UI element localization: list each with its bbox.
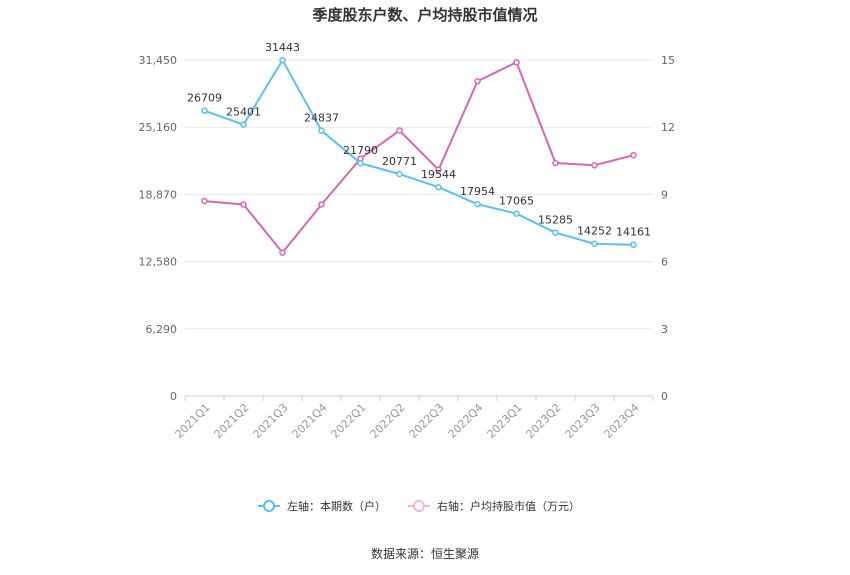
data-point-left[interactable]: [279, 56, 286, 64]
legend-item-left-series[interactable]: 左轴：本期数（户）: [258, 499, 386, 513]
left-tick-label: 31,450: [139, 54, 178, 67]
left-tick-label: 12,580: [139, 256, 178, 269]
right-tick-label: 3: [661, 323, 668, 336]
legend-item-right-series[interactable]: 右轴：户均持股市值（万元）: [408, 499, 580, 513]
right-axis-ticks: 0 3 6 9 12 15: [661, 54, 675, 403]
x-tick-label: 2021Q2: [212, 401, 252, 441]
data-point-left[interactable]: [474, 200, 481, 208]
data-point-right[interactable]: [201, 197, 208, 205]
data-point-right[interactable]: [279, 249, 286, 256]
data-label: 20771: [382, 155, 417, 168]
x-tick-label: 2022Q2: [368, 401, 408, 441]
legend-marker-left: [263, 500, 275, 512]
data-point-left[interactable]: [201, 107, 208, 114]
data-point-left[interactable]: [357, 159, 364, 167]
data-label: 21790: [343, 144, 378, 157]
x-tick-label: 2023Q4: [602, 401, 642, 441]
data-point-left[interactable]: [396, 170, 403, 178]
data-labels-layer: 26709 25401 31443 24837 21790 20771 19544 17954…: [187, 41, 651, 239]
x-tick-label: 2022Q1: [329, 401, 369, 441]
right-tick-label: 6: [661, 256, 668, 269]
data-label: 14161: [616, 226, 651, 239]
right-tick-label: 15: [661, 54, 675, 67]
data-point-right[interactable]: [240, 201, 247, 208]
data-label: 25401: [226, 106, 261, 119]
legend-label-left: 左轴：本期数（户）: [287, 499, 386, 513]
chart-title: 季度股东户数、户均持股市值情况: [312, 6, 537, 24]
left-tick-label: 6,290: [146, 323, 178, 336]
data-point-right[interactable]: [630, 151, 637, 159]
series-layer: [201, 56, 637, 256]
data-point-right[interactable]: [513, 58, 520, 66]
data-point-right[interactable]: [474, 78, 481, 85]
data-source: 数据来源：恒生聚源: [371, 546, 479, 561]
data-label: 17065: [499, 195, 534, 208]
left-tick-label: 0: [170, 390, 177, 403]
x-tick-label: 2021Q3: [251, 401, 291, 441]
x-tick-label: 2023Q1: [485, 401, 525, 441]
data-point-left[interactable]: [552, 229, 559, 236]
data-label: 19544: [421, 168, 456, 181]
x-tick-label: 2022Q4: [446, 401, 486, 441]
data-point-left[interactable]: [630, 241, 637, 248]
legend: 左轴：本期数（户） 右轴：户均持股市值（万元）: [258, 499, 580, 513]
legend-label-right: 右轴：户均持股市值（万元）: [437, 499, 580, 513]
series-line-left: [204, 58, 634, 246]
right-tick-label: 12: [661, 121, 675, 134]
data-label: 26709: [187, 92, 222, 105]
data-point-right[interactable]: [435, 166, 442, 174]
x-tick-label: 2021Q4: [290, 401, 330, 441]
legend-marker-right: [413, 500, 425, 512]
right-tick-label: 9: [661, 188, 668, 201]
data-point-left[interactable]: [513, 210, 520, 217]
x-tick-label: 2023Q2: [524, 401, 564, 441]
x-axis-ticks: 2021Q12021Q22021Q32021Q42022Q12022Q22022…: [173, 396, 654, 441]
data-label: 31443: [265, 41, 300, 54]
left-axis-ticks: 0 6,290 12,580 18,870 25,160 31,450: [139, 54, 178, 403]
data-label: 15285: [538, 214, 573, 227]
data-point-right[interactable]: [396, 127, 403, 134]
data-label: 14252: [577, 225, 612, 238]
left-tick-label: 25,160: [139, 121, 178, 134]
data-point-left[interactable]: [240, 121, 247, 128]
x-tick-label: 2022Q3: [407, 401, 447, 441]
x-tick-label: 2021Q1: [173, 401, 213, 441]
data-point-right[interactable]: [552, 159, 559, 167]
x-tick-label: 2023Q3: [563, 401, 603, 441]
right-tick-label: 0: [661, 390, 668, 403]
data-point-right[interactable]: [318, 201, 325, 208]
data-label: 24837: [304, 112, 339, 125]
series-line-right: [204, 60, 634, 255]
data-point-left[interactable]: [318, 127, 325, 134]
data-point-left[interactable]: [435, 183, 442, 191]
left-tick-label: 18,870: [139, 188, 178, 201]
data-label: 17954: [460, 185, 495, 198]
data-point-left[interactable]: [591, 240, 598, 247]
data-point-right[interactable]: [591, 162, 598, 169]
